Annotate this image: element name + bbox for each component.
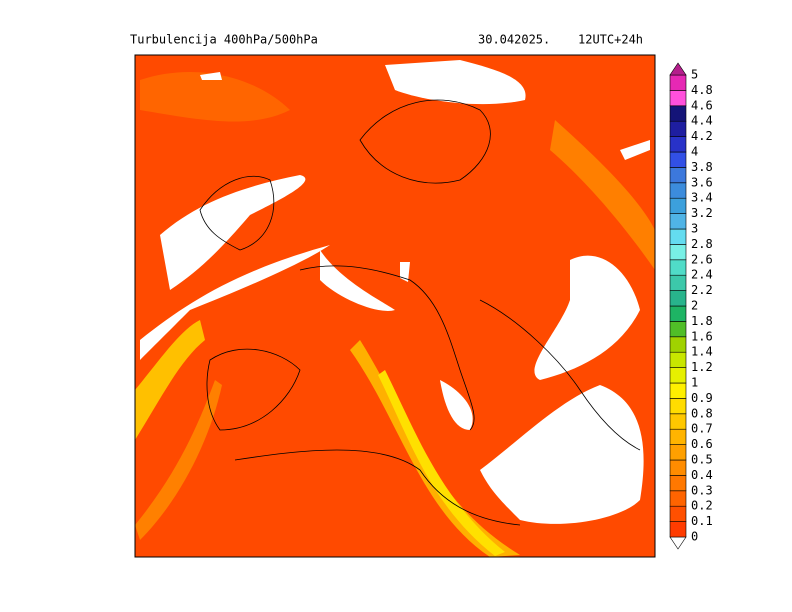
colorbar-label: 4.8 [691,83,713,97]
color-box [669,228,687,245]
color-box [669,367,687,384]
color-box [669,274,687,291]
color-box [669,321,687,338]
colorbar-label: 1.8 [691,314,713,328]
run: 12UTC+24h [578,33,643,47]
colorbar-label: 3.2 [691,206,713,220]
color-box [669,444,687,461]
colorbar-label: 4.6 [691,98,713,112]
colorbar-label: 3.4 [691,191,713,205]
colorbar-label: 2.6 [691,252,713,266]
colorbar-label: 0.7 [691,422,713,436]
colorbar-label: 2 [691,299,698,313]
color-box [669,167,687,184]
colorbar: 0 0.10.2 0.30.40.5 0.60.7 0.80.91 1.21.4 1.61.… [669,62,713,550]
color-box [669,413,687,430]
color-box [669,213,687,230]
color-box [669,305,687,322]
color-box [669,90,687,107]
under-triangle [669,536,687,550]
colorbar-label: 0 [691,530,698,544]
colorbar-label: 3.6 [691,175,713,189]
map [134,54,656,558]
color-box [669,490,687,507]
colorbar-label: 4.4 [691,114,713,128]
title: Turbulencija 400hPa/500hPa [130,33,318,47]
colorbar-label: 0.6 [691,437,713,451]
colorbar-label: 3 [691,222,698,236]
colorbar-label: 1.4 [691,345,713,359]
color-box [669,336,687,353]
colorbar-label: 0.9 [691,391,713,405]
color-box [669,136,687,153]
color-box [669,382,687,399]
colorbar-label: 0.3 [691,483,713,497]
color-box [669,151,687,168]
colorbar-label: 3.8 [691,160,713,174]
color-box [669,521,687,538]
colorbar-label: 0.5 [691,453,713,467]
color-box [669,120,687,137]
colorbar-label: 2.4 [691,268,713,282]
color-box [669,182,687,199]
colorbar-label: 1 [691,376,698,390]
colorbar-label: 0.1 [691,514,713,528]
colorbar-label: 5 [691,68,698,82]
color-box [669,244,687,261]
color-box [669,351,687,368]
color-box [669,459,687,476]
colorbar-label: 1.6 [691,329,713,343]
colorbar-label: 1.2 [691,360,713,374]
color-box [669,290,687,307]
color-box [669,398,687,415]
colorbar-label: 0.8 [691,406,713,420]
colorbar-label: 2.2 [691,283,713,297]
color-box [669,505,687,522]
color-box [669,475,687,492]
colorbar-label: 4.2 [691,129,713,143]
date: 30.042025. [478,33,550,47]
over-triangle [669,62,687,76]
color-box [669,259,687,276]
colorbar-label: 4 [691,145,698,159]
colorbar-label: 2.8 [691,237,713,251]
color-box [669,428,687,445]
color-box [669,74,687,91]
colorbar-label: 0.4 [691,468,713,482]
color-box [669,105,687,122]
color-box [669,197,687,214]
colorbar-label: 0.2 [691,499,713,513]
